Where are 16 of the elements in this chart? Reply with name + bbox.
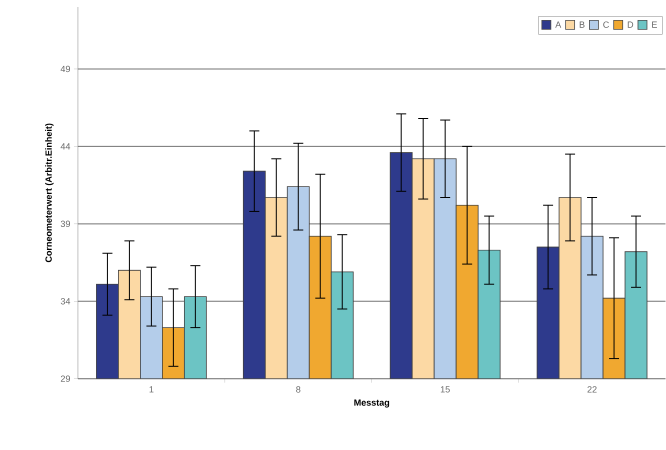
x-tick-label: 1	[150, 386, 154, 393]
x-axis-title: Messtag	[354, 400, 390, 408]
y-tick-label: 39	[60, 220, 70, 228]
legend-label: D	[628, 22, 634, 28]
x-tick-label: 8	[296, 386, 300, 393]
y-tick-label: 44	[60, 143, 70, 150]
x-tick-label: 15	[440, 386, 450, 393]
y-tick-label: 34	[60, 298, 70, 305]
y-axis-title: Corneometerwert (Arbitr.Einheit)	[45, 124, 54, 262]
y-tick-label: 29	[60, 376, 70, 382]
legend-label: E	[652, 22, 657, 28]
x-tick-label: 22	[588, 386, 597, 393]
y-tick-label: 49	[60, 66, 70, 72]
legend-label: C	[603, 22, 609, 28]
legend-label: B	[580, 22, 585, 28]
legend-label: A	[555, 22, 562, 28]
